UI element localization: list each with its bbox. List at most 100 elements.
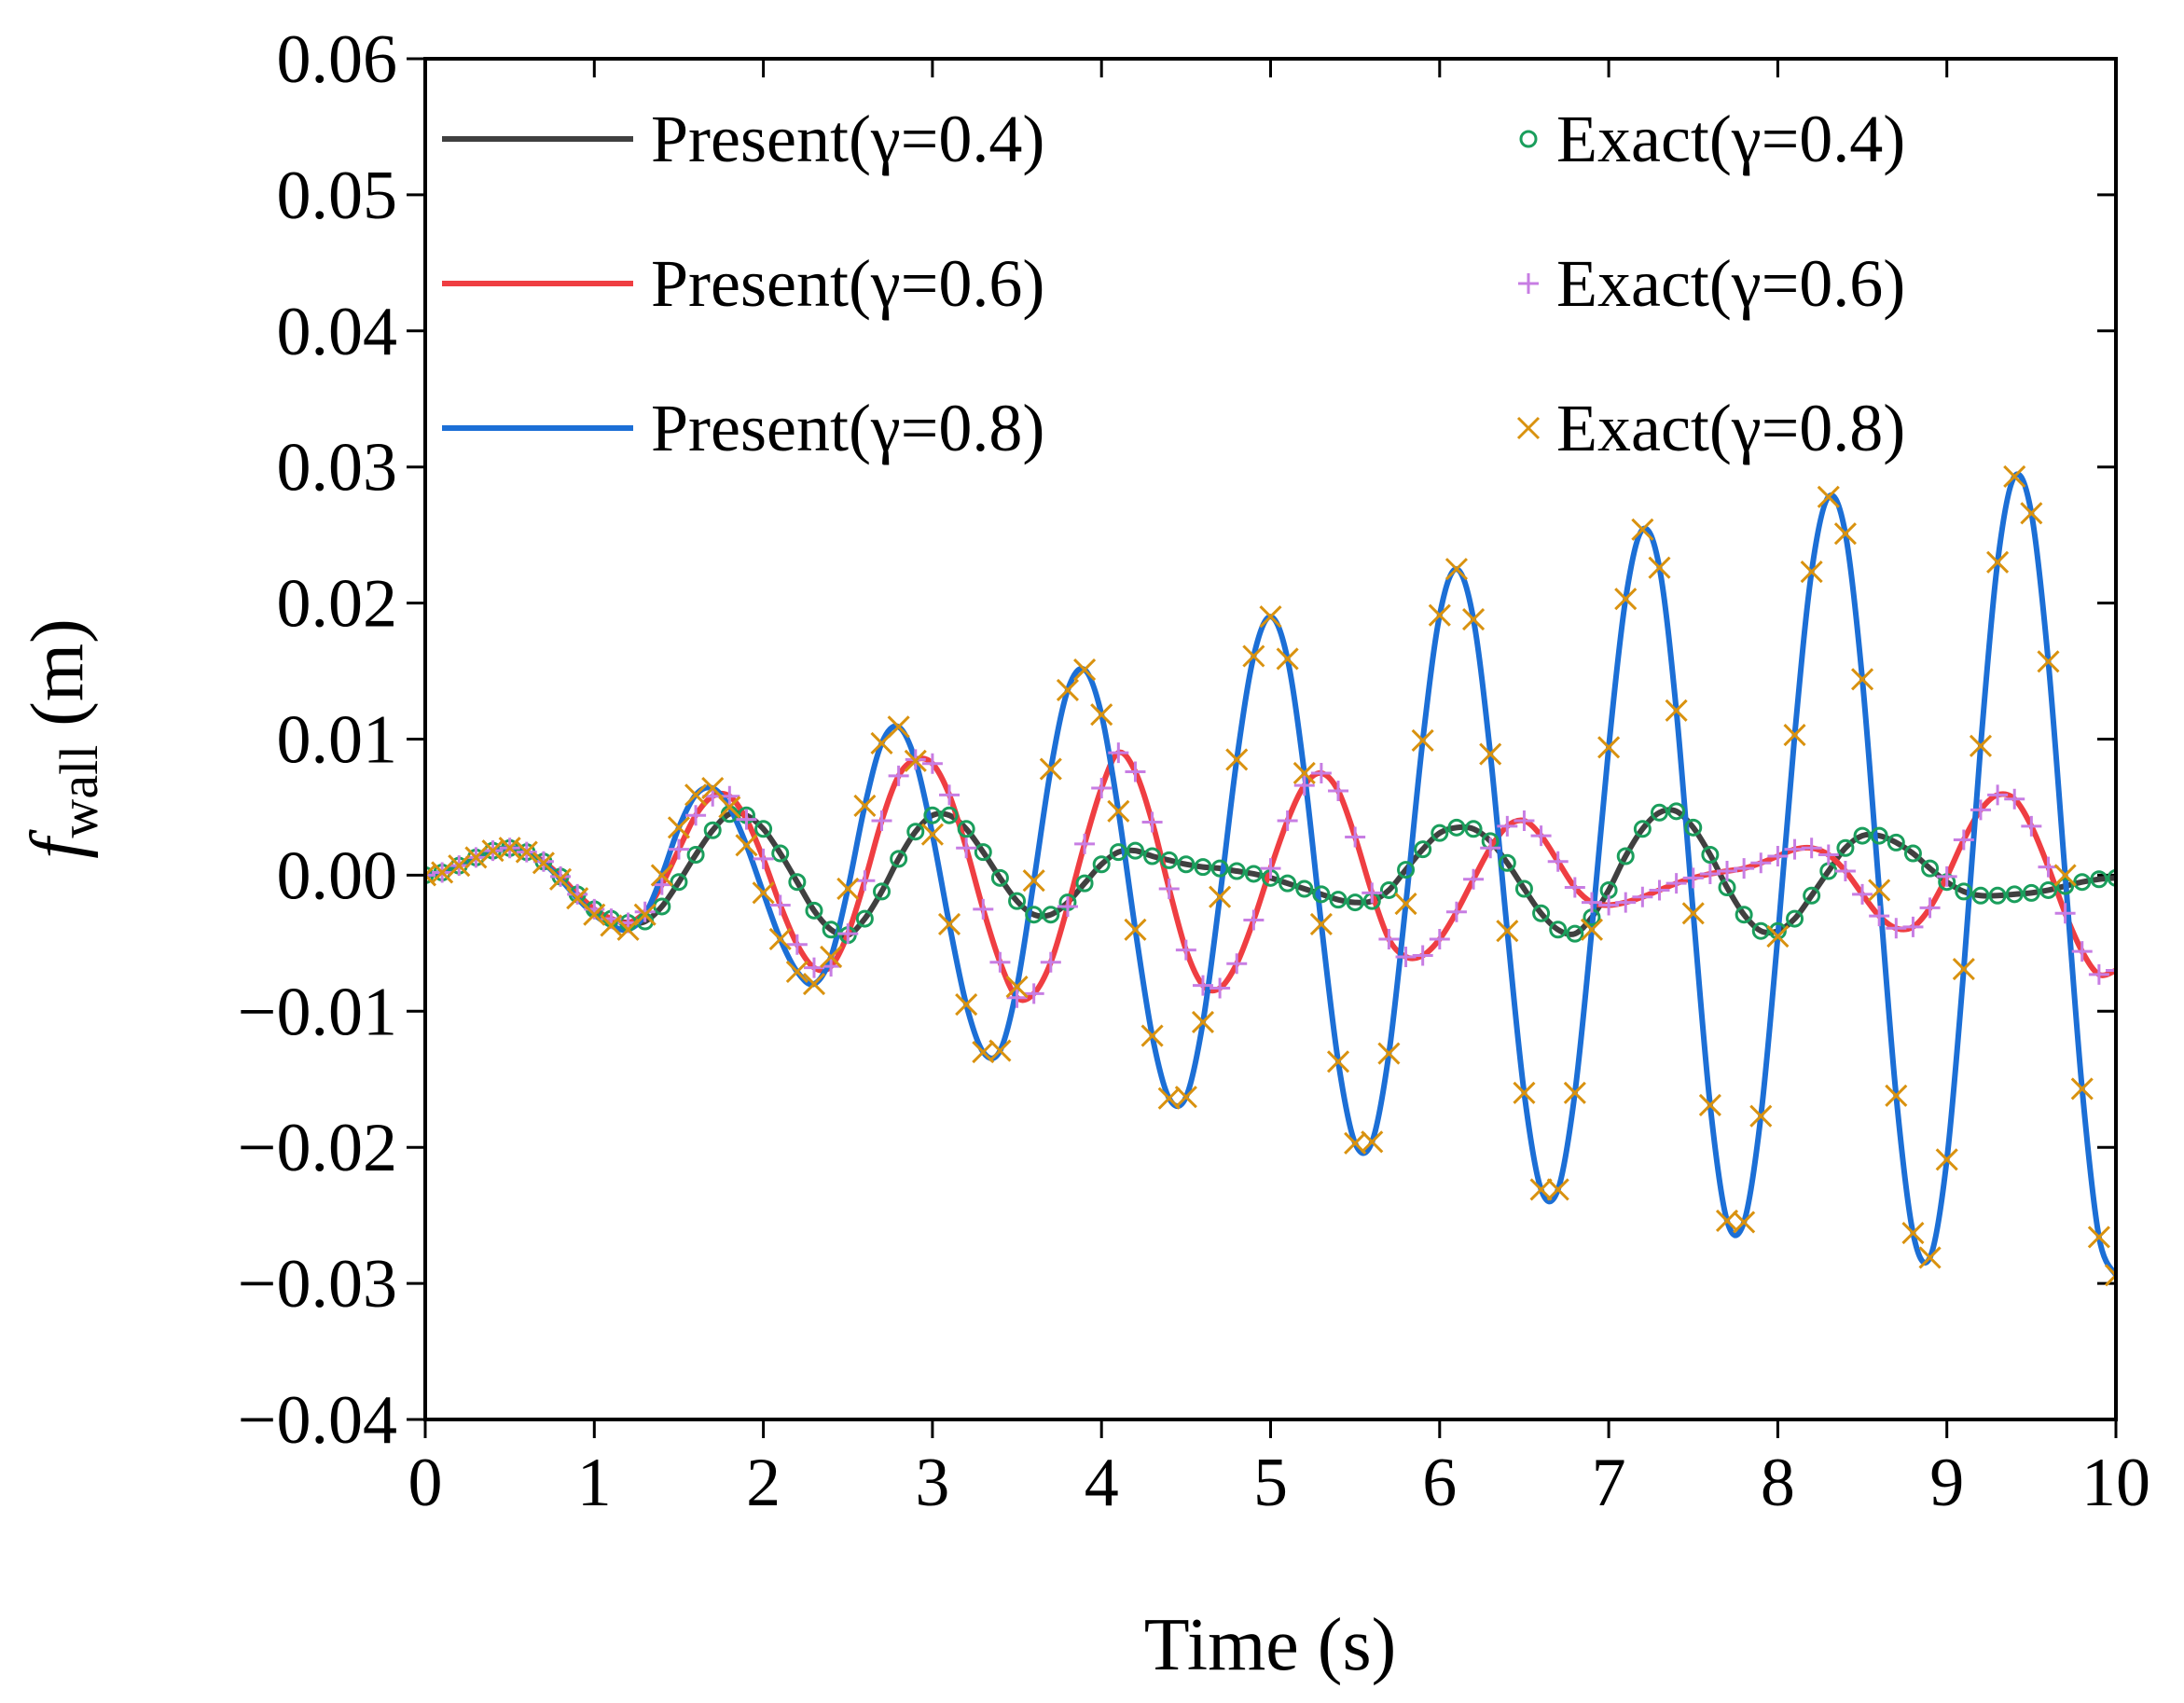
marker-x <box>836 877 860 901</box>
marker-circle <box>1650 803 1668 822</box>
marker-plus <box>1734 858 1755 879</box>
marker-x <box>2070 1077 2094 1101</box>
marker-plus <box>1649 879 1670 901</box>
marker-circle <box>1549 921 1568 939</box>
marker-circle <box>890 850 908 868</box>
marker-circle <box>1227 862 1246 880</box>
marker-circle <box>1042 906 1060 924</box>
marker-circle <box>754 820 773 838</box>
marker-plus <box>1530 825 1552 847</box>
marker-circle <box>670 873 688 892</box>
marker-x <box>583 903 606 926</box>
marker-x <box>1242 644 1265 668</box>
marker-plus <box>736 809 757 830</box>
legend-marker <box>1519 130 1538 148</box>
marker-circle <box>1295 879 1314 898</box>
marker-x <box>1292 761 1316 785</box>
marker-x <box>1309 912 1333 935</box>
y-tick-label: 0.04 <box>277 294 398 370</box>
marker-circle <box>2073 873 2092 892</box>
marker-plus <box>1834 861 1856 882</box>
marker-x <box>1394 892 1417 916</box>
marker-plus <box>1310 762 1332 783</box>
marker-circle <box>1312 885 1331 904</box>
marker-circle <box>1514 879 1533 898</box>
marker-x <box>1326 1050 1350 1073</box>
y-tick-label: 0.00 <box>277 838 398 914</box>
marker-plus <box>567 883 588 905</box>
marker-plus <box>1598 894 1620 916</box>
marker-circle <box>788 873 807 892</box>
marker-x <box>1479 742 1502 766</box>
marker-plus <box>1141 811 1163 833</box>
marker-circle <box>2056 877 2075 895</box>
marker-circle <box>1768 921 1787 940</box>
marker-circle <box>1701 846 1720 865</box>
x-tick-label: 3 <box>915 1445 949 1521</box>
marker-plus <box>1277 810 1298 832</box>
marker-x <box>1885 1084 1908 1107</box>
x-axis-label: Time (s) <box>1144 1604 1396 1686</box>
marker-circle <box>1667 802 1686 821</box>
marker-plus <box>1818 844 1839 865</box>
marker-plus <box>921 753 943 774</box>
marker-plus <box>668 838 689 860</box>
marker-circle <box>1532 904 1551 922</box>
marker-plus <box>888 765 909 786</box>
marker-circle <box>1633 820 1652 838</box>
marker-plus <box>1226 953 1248 975</box>
marker-x <box>2104 1264 2116 1287</box>
marker-plus <box>1970 799 1991 821</box>
marker-x <box>684 783 708 807</box>
marker-x <box>718 796 741 819</box>
marker-plus <box>2054 903 2076 924</box>
marker-plus <box>1243 909 1265 931</box>
x-tick-label: 0 <box>408 1445 443 1521</box>
marker-x <box>1073 658 1097 682</box>
marker-plus <box>1040 951 1061 973</box>
marker-plus <box>1750 852 1772 874</box>
marker-x <box>752 881 775 905</box>
marker-x <box>1698 1093 1721 1117</box>
marker-plus <box>769 894 791 916</box>
marker-circle <box>1143 847 1162 865</box>
marker-plus <box>1445 901 1467 922</box>
marker-circle <box>957 820 975 838</box>
marker-plus <box>1175 939 1196 961</box>
marker-circle <box>1447 818 1466 837</box>
legend-marker <box>1516 416 1541 440</box>
y-tick-label: −0.03 <box>238 1246 397 1322</box>
marker-circle <box>1194 858 1212 877</box>
marker-x <box>515 840 538 864</box>
x-tick-label: 2 <box>746 1445 781 1521</box>
marker-x <box>1969 734 1993 757</box>
marker-x <box>431 861 454 884</box>
marker-x <box>1259 605 1282 629</box>
marker-circle <box>1786 909 1804 928</box>
marker-x <box>1461 608 1486 631</box>
marker-circle <box>771 844 790 863</box>
marker-circle <box>1464 820 1483 838</box>
marker-plus <box>1497 815 1518 837</box>
x-tick-label: 6 <box>1422 1445 1457 1521</box>
x-tick-label: 7 <box>1592 1445 1626 1521</box>
marker-circle <box>1971 886 1990 905</box>
marker-circle <box>822 921 840 939</box>
marker-circle <box>805 901 823 920</box>
marker-plus <box>2071 941 2093 962</box>
marker-circle <box>2022 883 2040 902</box>
marker-circle <box>1210 859 1229 878</box>
marker-circle <box>1075 874 1094 893</box>
marker-x <box>785 960 809 984</box>
marker-plus <box>837 923 859 945</box>
marker-circle <box>1244 865 1263 883</box>
marker-circle <box>1346 893 1364 912</box>
marker-x <box>2037 650 2060 673</box>
marker-plus <box>1801 838 1822 859</box>
marker-x <box>1665 699 1688 722</box>
marker-x <box>920 823 944 846</box>
marker-x <box>853 794 877 818</box>
y-tick-label: −0.04 <box>238 1382 397 1459</box>
marker-circle <box>1279 874 1297 893</box>
